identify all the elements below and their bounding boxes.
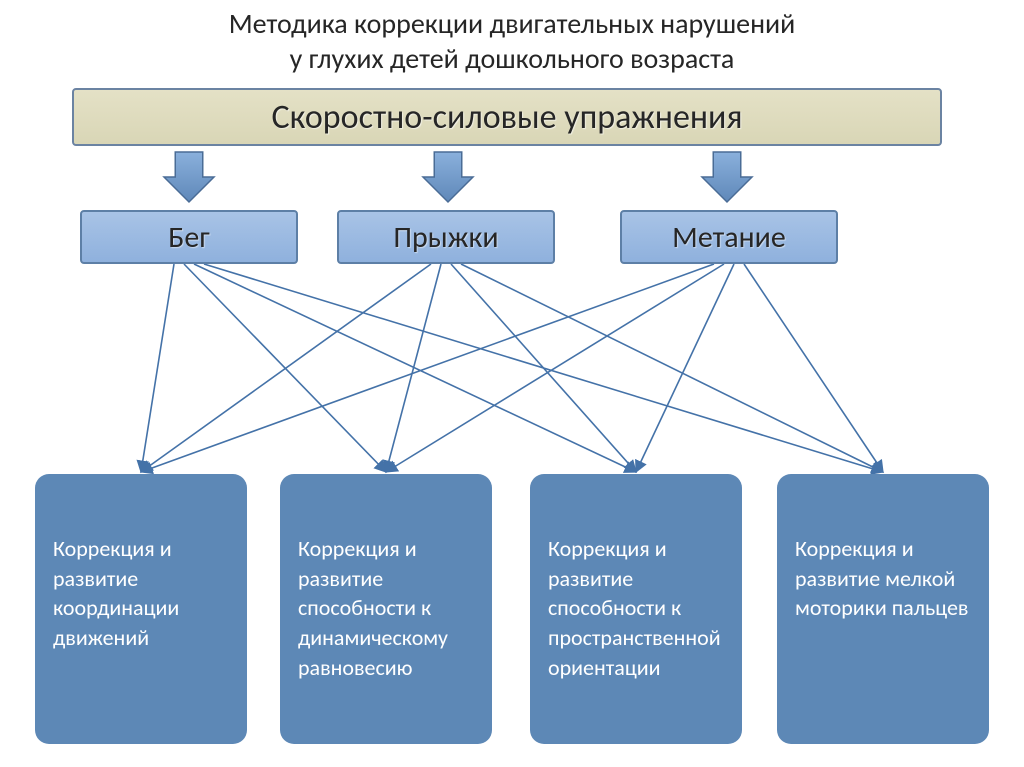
result-box: Коррекция и развитие мелкой моторики пал… <box>777 474 989 744</box>
title-line-2: у глухих детей дошкольного возраста <box>290 41 735 76</box>
result-text: Коррекция и развитие мелкой моторики пал… <box>795 535 968 621</box>
result-box: Коррекция и развитие способности к прост… <box>530 474 742 744</box>
connector-line <box>184 264 386 472</box>
connector-line <box>386 264 724 472</box>
category-box: Метание <box>620 210 838 264</box>
result-text: Коррекция и развитие способности к прост… <box>548 535 721 681</box>
connector-line <box>636 264 734 472</box>
result-box: Коррекция и развитие способности к динам… <box>280 474 492 744</box>
connector-line <box>194 264 636 472</box>
connector-line <box>204 264 883 472</box>
down-arrow-icon <box>423 152 473 202</box>
connector-line <box>386 264 441 472</box>
result-box: Коррекция и развитие координации движени… <box>35 474 247 744</box>
category-label: Метание <box>672 219 786 256</box>
connector-line <box>141 264 431 472</box>
connector-line <box>744 264 883 472</box>
page-title: Методика коррекции двигательных нарушени… <box>0 6 1024 76</box>
down-arrow-icon <box>702 152 752 202</box>
connector-line <box>451 264 636 472</box>
category-box: Прыжки <box>337 210 555 264</box>
connector-line <box>461 264 883 472</box>
main-box-label: Скоростно-силовые упражнения <box>271 97 742 138</box>
result-text: Коррекция и развитие координации движени… <box>53 535 179 651</box>
connector-line <box>141 264 174 472</box>
connector-line <box>141 264 714 472</box>
title-line-1: Методика коррекции двигательных нарушени… <box>229 6 796 41</box>
category-label: Бег <box>168 219 209 256</box>
category-label: Прыжки <box>393 219 498 256</box>
category-box: Бег <box>80 210 298 264</box>
result-text: Коррекция и развитие способности к динам… <box>298 535 448 681</box>
main-box: Скоростно-силовые упражнения <box>72 88 942 146</box>
down-arrow-icon <box>164 152 214 202</box>
